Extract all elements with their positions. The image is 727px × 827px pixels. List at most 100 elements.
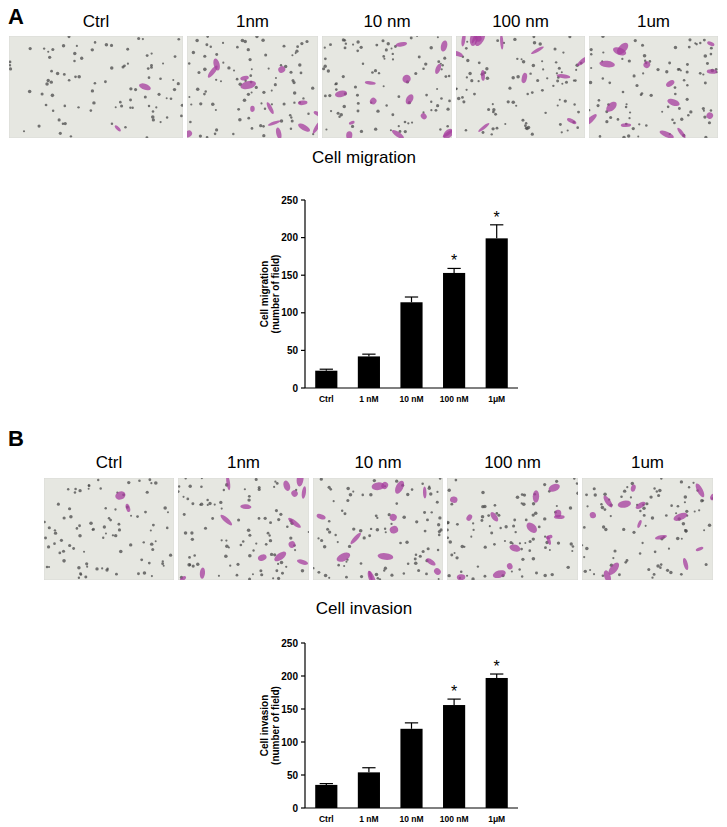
micrograph-background (589, 36, 718, 138)
pore (436, 104, 439, 107)
pore (152, 118, 155, 121)
significance-marker: * (451, 252, 457, 269)
pore (342, 75, 345, 78)
pore (283, 45, 286, 48)
pore (533, 41, 536, 44)
pore (686, 98, 689, 101)
pore (436, 501, 439, 504)
pore (415, 553, 418, 556)
y-tick (301, 807, 305, 808)
pore (328, 94, 331, 97)
pore (466, 76, 468, 78)
pore (654, 550, 657, 553)
pore (660, 563, 663, 566)
pore (296, 45, 299, 48)
plot-area (315, 225, 508, 388)
pore (188, 96, 190, 98)
pore (160, 121, 162, 123)
pore (105, 532, 107, 534)
pore (206, 499, 208, 501)
pore (94, 41, 97, 44)
pore (262, 134, 265, 137)
pore (440, 97, 443, 100)
pore (308, 531, 309, 533)
pore (651, 576, 653, 578)
pore (575, 69, 577, 71)
pore (162, 560, 164, 562)
y-tick-label: 250 (281, 638, 298, 649)
pore (293, 102, 295, 104)
pore (337, 541, 339, 543)
pore (147, 67, 150, 70)
pore (44, 536, 47, 539)
pore (667, 106, 670, 109)
pore (390, 574, 393, 577)
pore (233, 69, 235, 71)
pore (47, 545, 50, 548)
pore (218, 575, 220, 577)
pore (391, 47, 393, 49)
pore (129, 543, 132, 546)
y-tick-label: 200 (281, 671, 298, 682)
pore (627, 134, 630, 137)
y-tick (301, 708, 305, 709)
stained-cell (349, 531, 362, 545)
pore (411, 488, 414, 491)
stained-cell (335, 551, 351, 564)
y-tick (301, 675, 305, 676)
pore (301, 569, 304, 572)
pore (211, 517, 214, 520)
pore (191, 502, 194, 505)
pore (668, 548, 670, 550)
micrograph-background (313, 478, 443, 580)
pore (584, 570, 587, 573)
pore (622, 136, 626, 138)
pore (222, 62, 224, 64)
pore (418, 56, 421, 59)
pore (375, 514, 378, 517)
pore (78, 524, 81, 527)
stained-cell (267, 119, 281, 126)
pore (576, 492, 578, 495)
pore (485, 67, 488, 70)
pore (532, 537, 535, 540)
pore (390, 129, 392, 131)
pore (123, 64, 126, 67)
pore (392, 58, 394, 60)
pore (142, 38, 144, 40)
pore (200, 485, 203, 488)
pore (438, 534, 441, 537)
pore (561, 131, 563, 133)
pore (48, 526, 51, 529)
y-tick-label: 150 (281, 704, 298, 715)
pore (521, 502, 523, 504)
pore (170, 97, 173, 100)
pore (77, 106, 79, 108)
micrograph-background (456, 36, 585, 138)
pore (706, 62, 709, 65)
stained-cell (612, 46, 627, 58)
pore (275, 569, 278, 572)
pore (167, 511, 169, 513)
pore (553, 47, 556, 50)
pore (521, 119, 524, 122)
pore (324, 65, 327, 68)
pore (144, 96, 147, 99)
pore (493, 543, 496, 546)
pore (509, 541, 512, 544)
pore (395, 502, 398, 505)
pore (252, 549, 254, 551)
pore (150, 529, 152, 531)
pore (335, 82, 338, 85)
pore (404, 130, 407, 133)
pore (102, 537, 104, 539)
pore (243, 98, 247, 102)
pore (300, 72, 303, 75)
pore (522, 60, 526, 64)
pore (320, 478, 323, 481)
micrograph-background (178, 478, 309, 580)
chart-title: Cell invasion (316, 599, 412, 618)
pore (532, 64, 535, 67)
y-tick-label: 250 (281, 195, 298, 206)
pore (78, 534, 82, 538)
